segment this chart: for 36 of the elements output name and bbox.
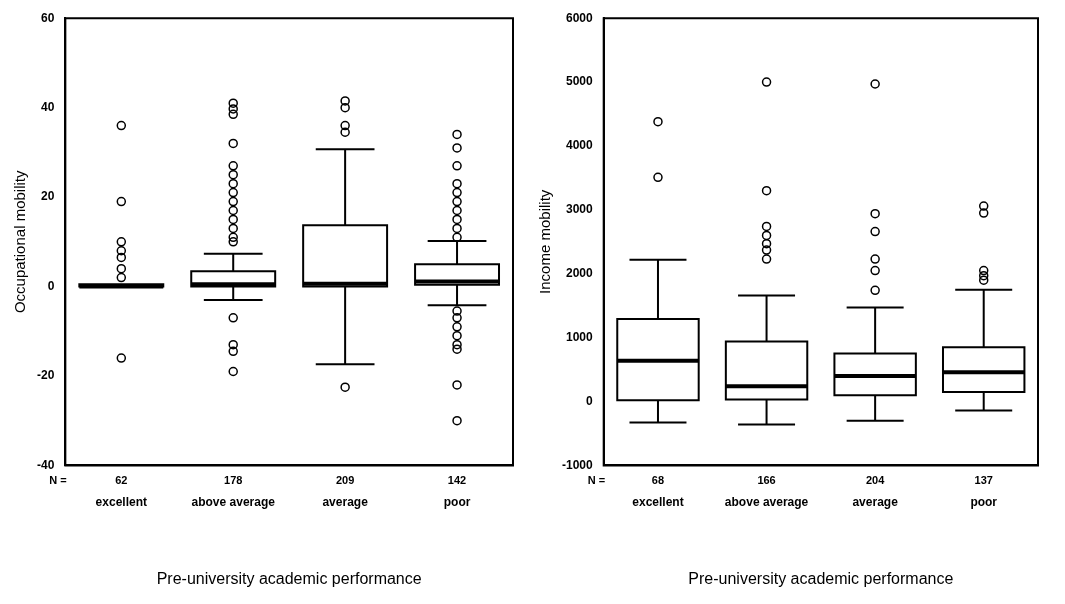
y-tick-label: 1000 — [565, 329, 594, 344]
text: 166 — [757, 473, 776, 486]
y-tick-label: 20 — [40, 189, 55, 204]
text: 137 — [974, 473, 993, 486]
text: 204 — [865, 473, 886, 486]
y-tick-label: 3000 — [565, 202, 594, 217]
text: N = — [587, 473, 606, 486]
y-tick-label: 40 — [40, 99, 55, 114]
y-tick-label: 2000 — [565, 266, 594, 281]
text: 68 — [651, 473, 665, 486]
y-axis-title: Income mobility — [536, 189, 554, 294]
x-tick-label: excellent — [95, 494, 147, 509]
x-tick-label: excellent — [632, 494, 684, 509]
text: 178 — [224, 473, 243, 486]
y-tick-label: -20 — [37, 368, 55, 383]
y-tick-label: 0 — [586, 393, 593, 408]
y-tick-label: -1000 — [561, 457, 594, 472]
text: 209 — [335, 473, 355, 486]
x-axis-title: Pre-university academic performance — [156, 569, 422, 587]
x-tick-label: average — [852, 494, 899, 509]
y-tick-label: 60 — [40, 10, 55, 25]
x-tick-label: poor — [970, 494, 998, 509]
x-tick-label: above average — [191, 494, 276, 509]
x-axis-title: Pre-university academic performance — [688, 569, 954, 587]
y-tick-label: 0 — [47, 278, 55, 293]
y-axis-title: Occupational mobility — [11, 170, 29, 314]
text: 62 — [115, 473, 128, 486]
y-tick-label: 6000 — [565, 10, 594, 25]
x-tick-label: poor — [443, 494, 471, 509]
text: 142 — [447, 473, 467, 486]
x-tick-label: above average — [724, 494, 809, 509]
y-tick-label: 5000 — [565, 74, 594, 89]
y-tick-label: 4000 — [565, 138, 594, 153]
y-tick-label: -40 — [37, 457, 55, 472]
text: N = — [49, 473, 67, 486]
x-tick-label: average — [322, 494, 369, 509]
